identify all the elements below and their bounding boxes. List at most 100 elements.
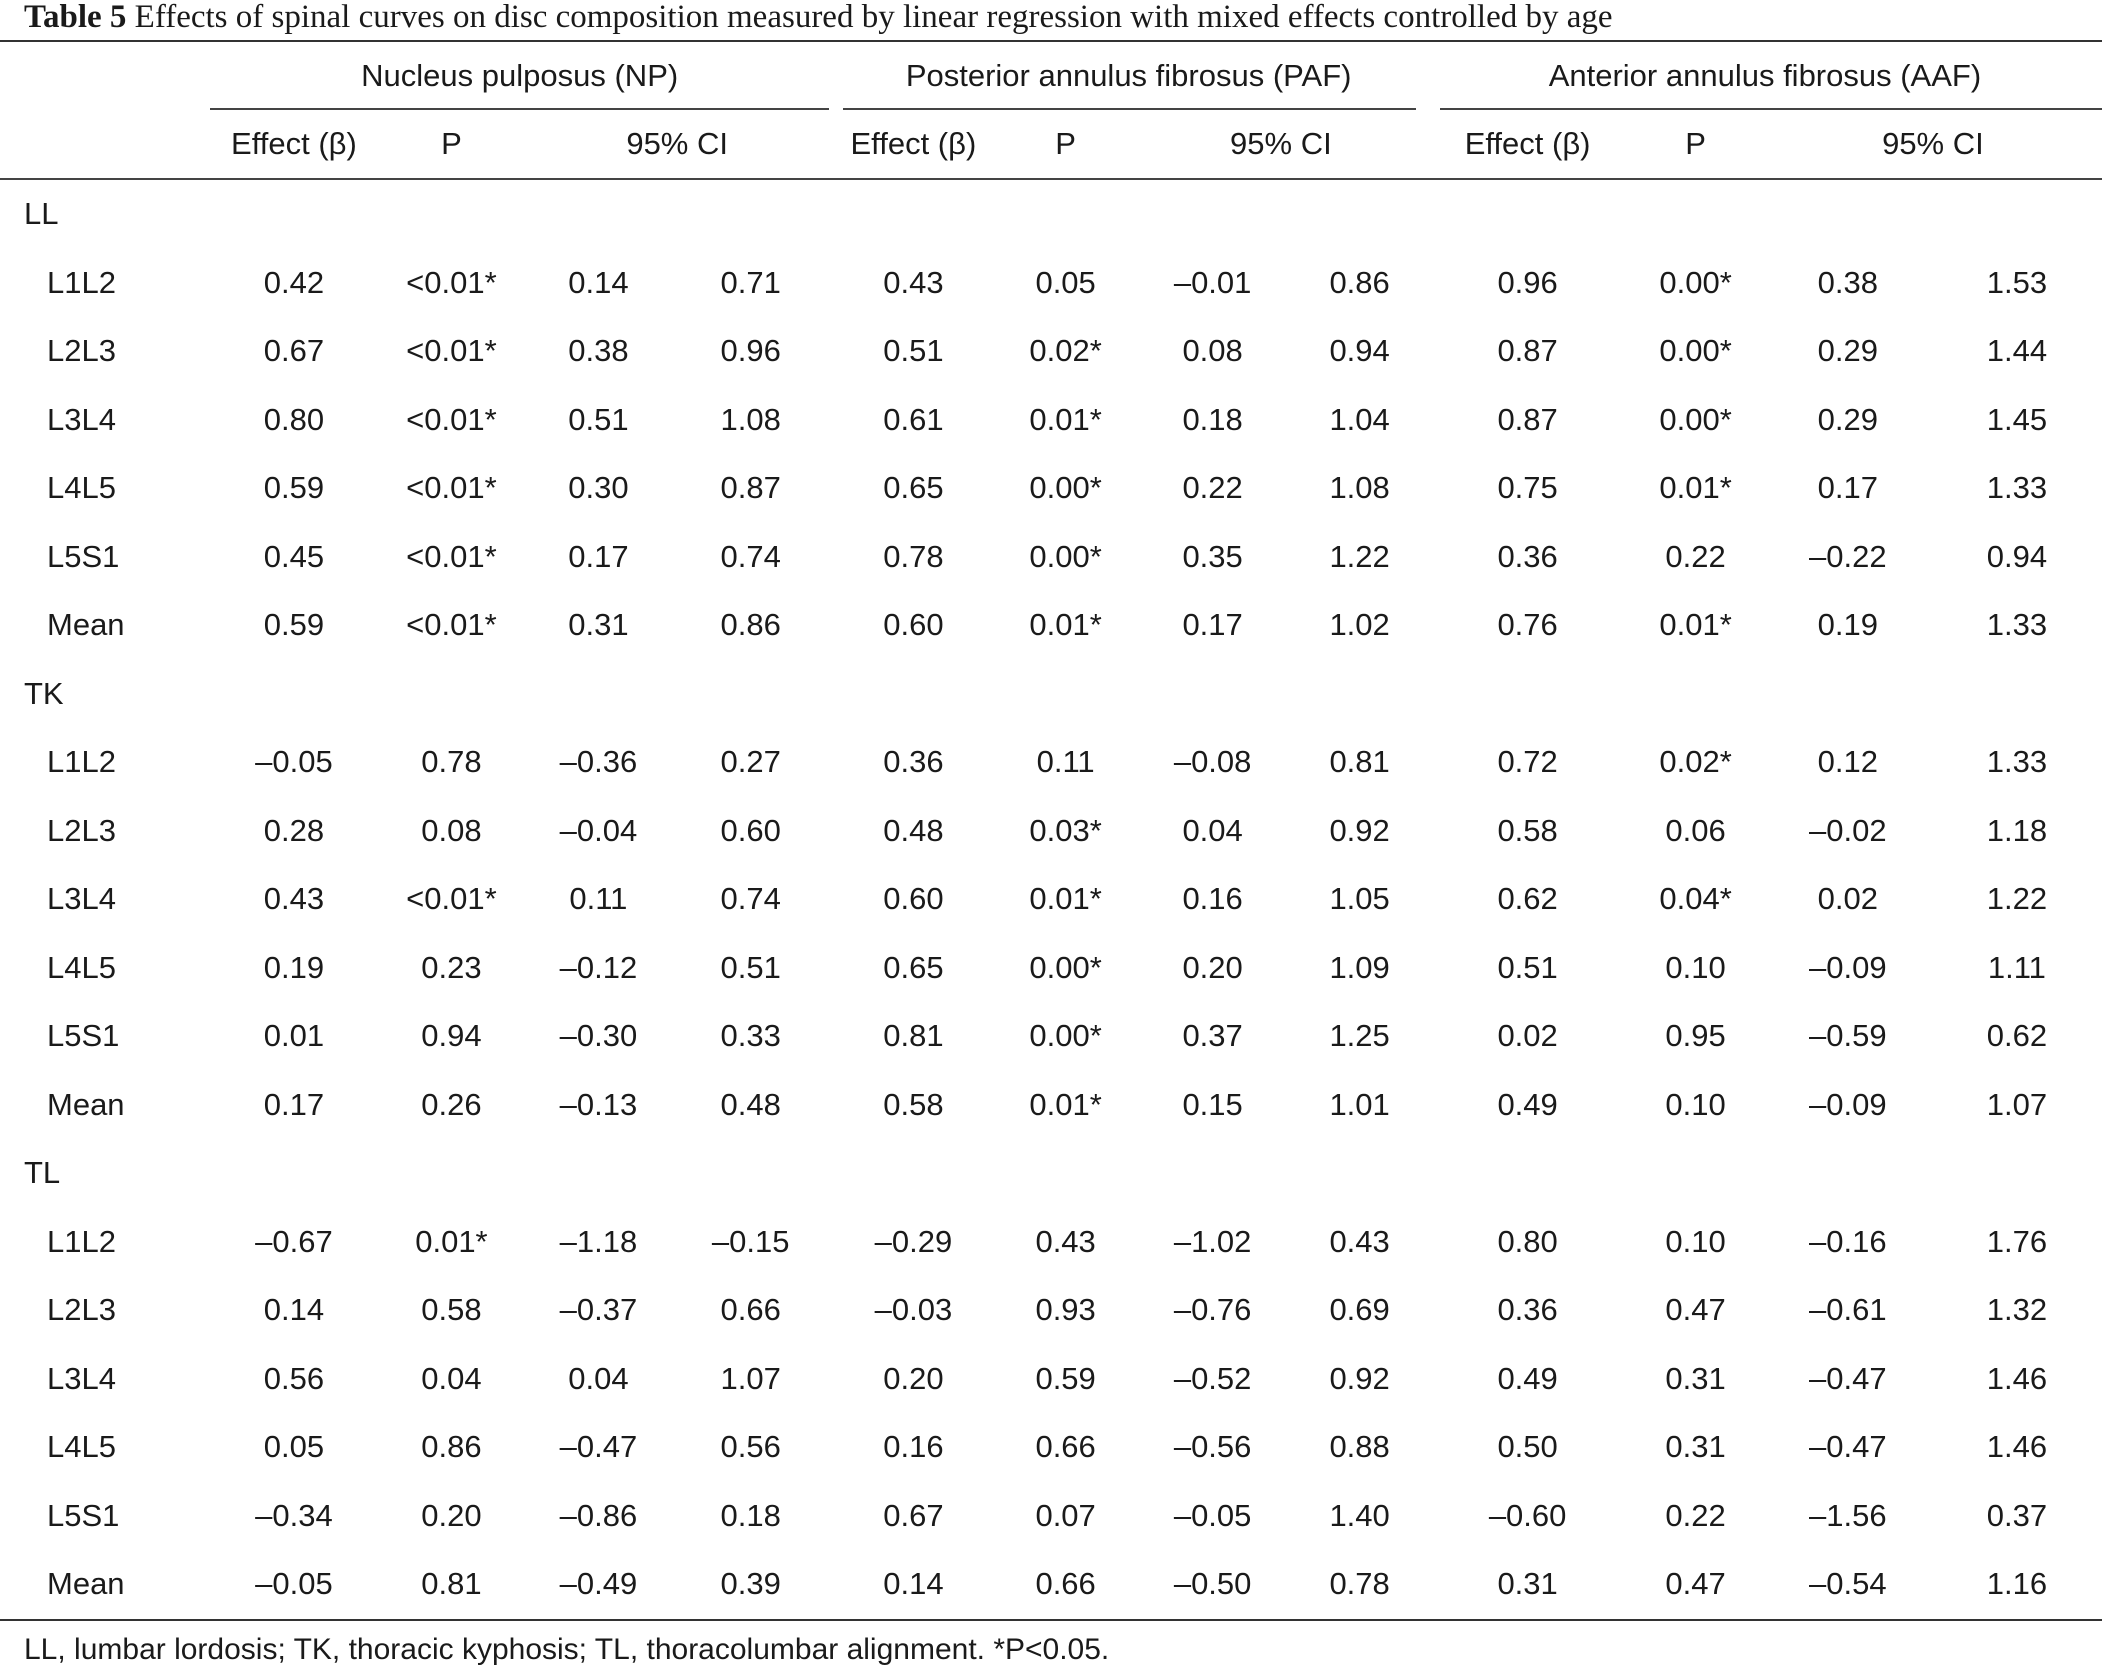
- table-cell: –1.18: [559, 1223, 638, 1259]
- table-cell: 0.72: [1497, 744, 1558, 780]
- table-cell: 0.01*: [1029, 607, 1102, 643]
- table-row: L3L4 0.80 <0.01* 0.51 1.08 0.61 0.01* 0.18 1.04 0…: [0, 386, 2102, 455]
- table-row: L2L3 0.67 <0.01* 0.38 0.96 0.51 0.02* 0.08 0.94 0…: [0, 317, 2102, 386]
- table-row: L5S1 0.01 0.94 –0.30 0.33 0.81 0.00* 0.37 1.25 0.…: [0, 1002, 2102, 1071]
- row-label: L1L2: [47, 1223, 116, 1259]
- section-header-row: TL: [0, 1139, 2102, 1208]
- effect-header: Effect (β): [1427, 110, 1628, 180]
- table-cell: <0.01*: [406, 470, 497, 506]
- table-cell: 0.87: [1497, 401, 1558, 437]
- row-label: L5S1: [47, 538, 120, 574]
- table-cell: 0.71: [720, 264, 781, 300]
- table-cell: 0.22: [1665, 538, 1726, 574]
- table-cell: 0.14: [568, 264, 629, 300]
- table-cell: 0.29: [1817, 401, 1878, 437]
- table-cell: 0.62: [1986, 1018, 2048, 1054]
- table-cell: –0.15: [711, 1223, 790, 1259]
- table-cell: –0.30: [559, 1018, 638, 1054]
- table-cell: 0.80: [1497, 1223, 1558, 1259]
- table-cell: 0.43: [1329, 1223, 1390, 1259]
- sub-header-row: Effect (β) P 95% CI Effect (β) P 95% CI …: [0, 110, 2102, 180]
- ci-header: 95% CI: [1133, 110, 1428, 180]
- table-row: Mean 0.59 <0.01* 0.31 0.86 0.60 0.01* 0.17 1.02 0…: [0, 591, 2102, 660]
- table-cell: 0.95: [1665, 1018, 1726, 1054]
- section-header-row: LL: [0, 179, 2102, 249]
- table-cell: –0.09: [1809, 1086, 1887, 1122]
- row-label: L1L2: [47, 264, 116, 300]
- table-cell: 0.20: [1182, 949, 1243, 985]
- table-cell: 0.02: [1817, 881, 1878, 917]
- table-cell: 0.86: [421, 1429, 482, 1465]
- table-cell: 1.53: [1986, 264, 2048, 300]
- table-cell: 1.44: [1986, 333, 2048, 369]
- table-cell: 0.10: [1665, 1223, 1726, 1259]
- table-row: L4L5 0.19 0.23 –0.12 0.51 0.65 0.00* 0.20 1.09 0.…: [0, 934, 2102, 1003]
- section-header-row: TK: [0, 660, 2102, 729]
- row-label: L3L4: [47, 881, 116, 917]
- table-cell: –0.29: [874, 1223, 953, 1259]
- table-cell: 0.11: [1036, 744, 1095, 780]
- table-cell: <0.01*: [406, 401, 497, 437]
- effect-header: Effect (β): [209, 110, 378, 180]
- table-cell: –0.34: [255, 1497, 333, 1533]
- table-cell: 0.50: [1497, 1429, 1558, 1465]
- table-cell: 0.31: [1497, 1566, 1558, 1602]
- table-cell: 1.08: [1329, 470, 1390, 506]
- table-cell: 1.02: [1329, 607, 1390, 643]
- table-cell: 0.66: [1035, 1566, 1096, 1602]
- table-cell: 0.94: [1986, 538, 2048, 574]
- table-cell: 0.15: [1182, 1086, 1243, 1122]
- table-cell: 0.37: [1182, 1018, 1243, 1054]
- row-label: L5S1: [47, 1497, 120, 1533]
- table-cell: 1.22: [1986, 881, 2048, 917]
- table-cell: 0.10: [1665, 1086, 1726, 1122]
- table-row: L4L5 0.05 0.86 –0.47 0.56 0.16 0.66 –0.56 0.88 0.…: [0, 1413, 2102, 1482]
- p-header: P: [377, 110, 525, 180]
- row-label: L2L3: [47, 1292, 116, 1328]
- table-cell: 1.07: [720, 1360, 781, 1396]
- table-cell: 0.19: [263, 949, 325, 985]
- p-header: P: [1627, 110, 1764, 180]
- table-cell: 0.38: [568, 333, 629, 369]
- table-cell: –0.50: [1173, 1566, 1252, 1602]
- table-cell: –0.67: [255, 1223, 333, 1259]
- table-row: L1L2 0.42 <0.01* 0.14 0.71 0.43 0.05 –0.01 0.86 0…: [0, 249, 2102, 318]
- table-cell: 0.78: [883, 538, 944, 574]
- table-cell: 0.10: [1665, 949, 1726, 985]
- table-cell: –0.22: [1809, 538, 1887, 574]
- table-cell: 0.11: [569, 881, 628, 917]
- table-cell: 0.14: [883, 1566, 944, 1602]
- table-cell: 0.37: [1986, 1497, 2048, 1533]
- table-cell: 0.58: [1497, 812, 1558, 848]
- row-label: L4L5: [47, 1429, 116, 1465]
- table-cell: –0.47: [1809, 1360, 1887, 1396]
- row-label: L3L4: [47, 401, 116, 437]
- table-cell: 0.69: [1329, 1292, 1390, 1328]
- table-cell: 0.81: [421, 1566, 482, 1602]
- table-row: L5S1 –0.34 0.20 –0.86 0.18 0.67 0.07 –0.05 1.40 –…: [0, 1482, 2102, 1551]
- table-cell: 0.08: [421, 812, 482, 848]
- table-cell: 0.51: [720, 949, 781, 985]
- table-row: L3L4 0.43 <0.01* 0.11 0.74 0.60 0.01* 0.16 1.05 0…: [0, 865, 2102, 934]
- table-cell: 0.20: [883, 1360, 944, 1396]
- table-row: L4L5 0.59 <0.01* 0.30 0.87 0.65 0.00* 0.22 1.08 0…: [0, 454, 2102, 523]
- table-cell: 0.45: [263, 538, 325, 574]
- table-cell: 0.48: [883, 812, 944, 848]
- table-cell: 0.66: [1035, 1429, 1096, 1465]
- table-cell: 0.35: [1182, 538, 1243, 574]
- table-cell: 0.36: [1497, 1292, 1558, 1328]
- table-cell: 1.07: [1986, 1086, 2048, 1122]
- table-cell: –0.76: [1173, 1292, 1252, 1328]
- table-cell: <0.01*: [406, 881, 497, 917]
- table-cell: 0.17: [1182, 607, 1243, 643]
- table-cell: 0.78: [421, 744, 482, 780]
- p-header: P: [997, 110, 1134, 180]
- table-cell: <0.01*: [406, 538, 497, 574]
- table-cell: 0.28: [263, 812, 325, 848]
- table-cell: 0.59: [263, 607, 325, 643]
- table-cell: –0.49: [559, 1566, 638, 1602]
- table-cell: 1.45: [1986, 401, 2048, 437]
- table-cell: –0.47: [559, 1429, 638, 1465]
- table-cell: 1.25: [1329, 1018, 1390, 1054]
- table-cell: –0.01: [1173, 264, 1252, 300]
